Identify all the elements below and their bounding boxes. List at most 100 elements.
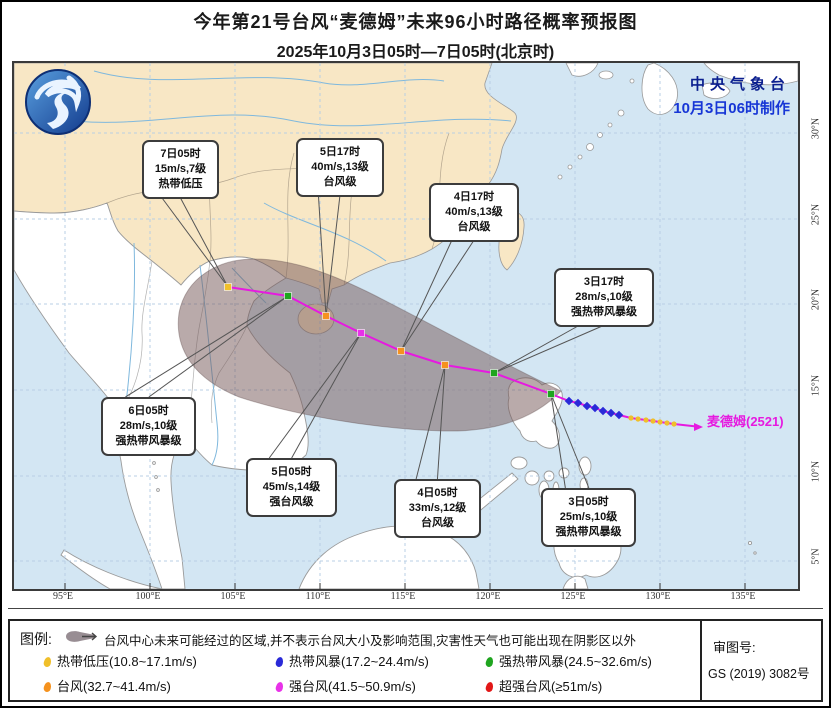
observed-point: [606, 408, 616, 418]
forecast-time: 4日05时: [417, 487, 458, 499]
forecast-level: 强热带风暴级: [571, 306, 637, 318]
legend-item: 超强台风(≥51m/s): [484, 676, 603, 695]
ts-blue-icon: [274, 656, 285, 668]
forecast-time: 3日05时: [568, 496, 609, 508]
cone-legend-icon: [66, 631, 98, 642]
observed-point: [664, 420, 670, 426]
lon-label: 125°E: [560, 591, 586, 602]
legend-item: 热带风暴(17.2~24.4m/s): [274, 651, 429, 670]
forecast-time: 4日17时: [453, 191, 495, 203]
track-start-arrow: [694, 423, 703, 431]
observed-point: [657, 419, 663, 425]
sts-green-icon: [484, 656, 495, 668]
legend-item-label: 热带风暴(17.2~24.4m/s): [289, 654, 429, 669]
forecast-time: 3日17时: [583, 276, 625, 288]
cma-logo-icon: [23, 67, 93, 142]
map-subtitle: 2025年10月3日05时—7日05时(北京时): [276, 44, 555, 61]
observed-point: [628, 415, 634, 421]
ty-orange-icon: [42, 681, 53, 693]
legend-item: 强台风(41.5~50.9m/s): [274, 676, 416, 695]
lon-label: 120°E: [475, 591, 501, 602]
forecast-time: 7日05时: [160, 148, 201, 160]
typhoon-name-label: 麦德姆(2521): [707, 414, 784, 429]
forecast-wind: 40m/s,13级: [445, 206, 503, 218]
forecast-box-3日17时: 3日17时 28m/s,10级 强热带风暴级: [554, 268, 654, 327]
leader-line: [268, 332, 362, 459]
legend-item: 台风(32.7~41.4m/s): [42, 676, 171, 695]
forecast-point: [441, 361, 449, 369]
leader-line: [493, 324, 581, 374]
leader-line: [550, 393, 566, 489]
legend-title: 图例:: [20, 631, 52, 647]
observed-point: [573, 398, 583, 408]
lat-label: 25°N: [810, 203, 822, 226]
legend-item: 热带低压(10.8~17.1m/s): [42, 651, 197, 670]
forecast-wind: 15m/s,7级: [154, 163, 207, 175]
maker-agency: 中央气象台: [689, 76, 790, 93]
leader-line: [179, 196, 229, 288]
forecast-box-4日17时: 4日17时 40m/s,13级 台风级: [429, 183, 519, 242]
forecast-wind: 28m/s,10级: [575, 291, 633, 303]
forecast-point: [547, 390, 555, 398]
legend-item-label: 热带低压(10.8~17.1m/s): [57, 654, 197, 669]
forecast-wind: 33m/s,12级: [408, 502, 467, 514]
legend-item-label: 台风(32.7~41.4m/s): [57, 679, 171, 694]
leader-line: [493, 324, 605, 374]
leader-line: [436, 364, 446, 480]
forecast-level: 强台风级: [269, 496, 314, 508]
legend-left-pane: 图例: 台风中心未来可能经过的区域,并不表示台风大小及影响范围,灾害性天气也可能…: [10, 621, 702, 700]
map-canvas: [14, 63, 798, 589]
forecast-point: [224, 283, 232, 291]
forecast-time: 5日05时: [271, 466, 312, 478]
lat-label: 30°N: [810, 117, 822, 140]
leader-line: [291, 332, 362, 459]
typhoon-track: [224, 283, 703, 431]
lon-label: 100°E: [135, 591, 161, 602]
forecast-wind: 28m/s,10级: [119, 420, 178, 432]
legend-item-label: 强热带风暴(24.5~32.6m/s): [499, 654, 652, 669]
leader-line: [160, 196, 229, 288]
legend-item-label: 强台风(41.5~50.9m/s): [289, 679, 416, 694]
legend-box: 图例: 台风中心未来可能经过的区域,并不表示台风大小及影响范围,灾害性天气也可能…: [8, 619, 823, 702]
observed-point: [564, 396, 574, 406]
legend-item-label: 超强台风(≥51m/s): [499, 679, 603, 694]
forecast-level: 台风级: [323, 176, 357, 188]
review-number-label: 审图号:: [713, 640, 756, 655]
forecast-wind: 25m/s,10级: [559, 511, 618, 523]
lon-label: 135°E: [730, 591, 756, 602]
forecast-level: 强热带风暴级: [555, 526, 622, 538]
forecast-box-5日17时: 5日17时 40m/s,13级 台风级: [296, 138, 384, 197]
lat-label: 15°N: [810, 374, 822, 397]
forecast-box-4日05时: 4日05时 33m/s,12级 台风级: [394, 479, 481, 538]
forecast-time: 5日17时: [319, 146, 361, 158]
forecast-level: 台风级: [457, 221, 491, 233]
forecast-point: [357, 329, 365, 337]
label-leader-lines: [125, 194, 605, 489]
lat-label: 10°N: [810, 460, 822, 483]
td-yellow-icon: [42, 656, 53, 668]
leader-line: [415, 364, 446, 480]
legend-right-pane: 审图号: GS (2019) 3082号: [702, 621, 821, 700]
lon-label: 115°E: [390, 591, 416, 602]
leader-line: [400, 239, 475, 352]
super-red-icon: [484, 681, 495, 693]
map-title: 今年第21号台风“麦德姆”未来96小时路径概率预报图: [193, 12, 638, 32]
leader-line: [550, 393, 590, 489]
forecast-point: [397, 347, 405, 355]
forecast-point: [322, 312, 330, 320]
borneo-and-south-islands: [60, 433, 757, 589]
lon-label: 95°E: [52, 591, 74, 602]
observed-point: [643, 417, 649, 423]
leader-line: [148, 295, 289, 398]
legend-note: 台风中心未来可能经过的区域,并不表示台风大小及影响范围,灾害性天气也可能出现在阴…: [104, 634, 636, 648]
forecast-time: 6日05时: [128, 405, 169, 417]
observed-point: [598, 406, 608, 416]
observed-point: [614, 410, 624, 420]
rivers: [53, 70, 512, 466]
lon-label: 130°E: [645, 591, 671, 602]
forecast-box-5日05时: 5日05时 45m/s,14级 强台风级: [246, 458, 337, 517]
forecast-point: [284, 292, 292, 300]
forecast-level: 强热带风暴级: [115, 435, 182, 447]
maker-block: 中央气象台 10月3日06时制作: [673, 73, 790, 118]
